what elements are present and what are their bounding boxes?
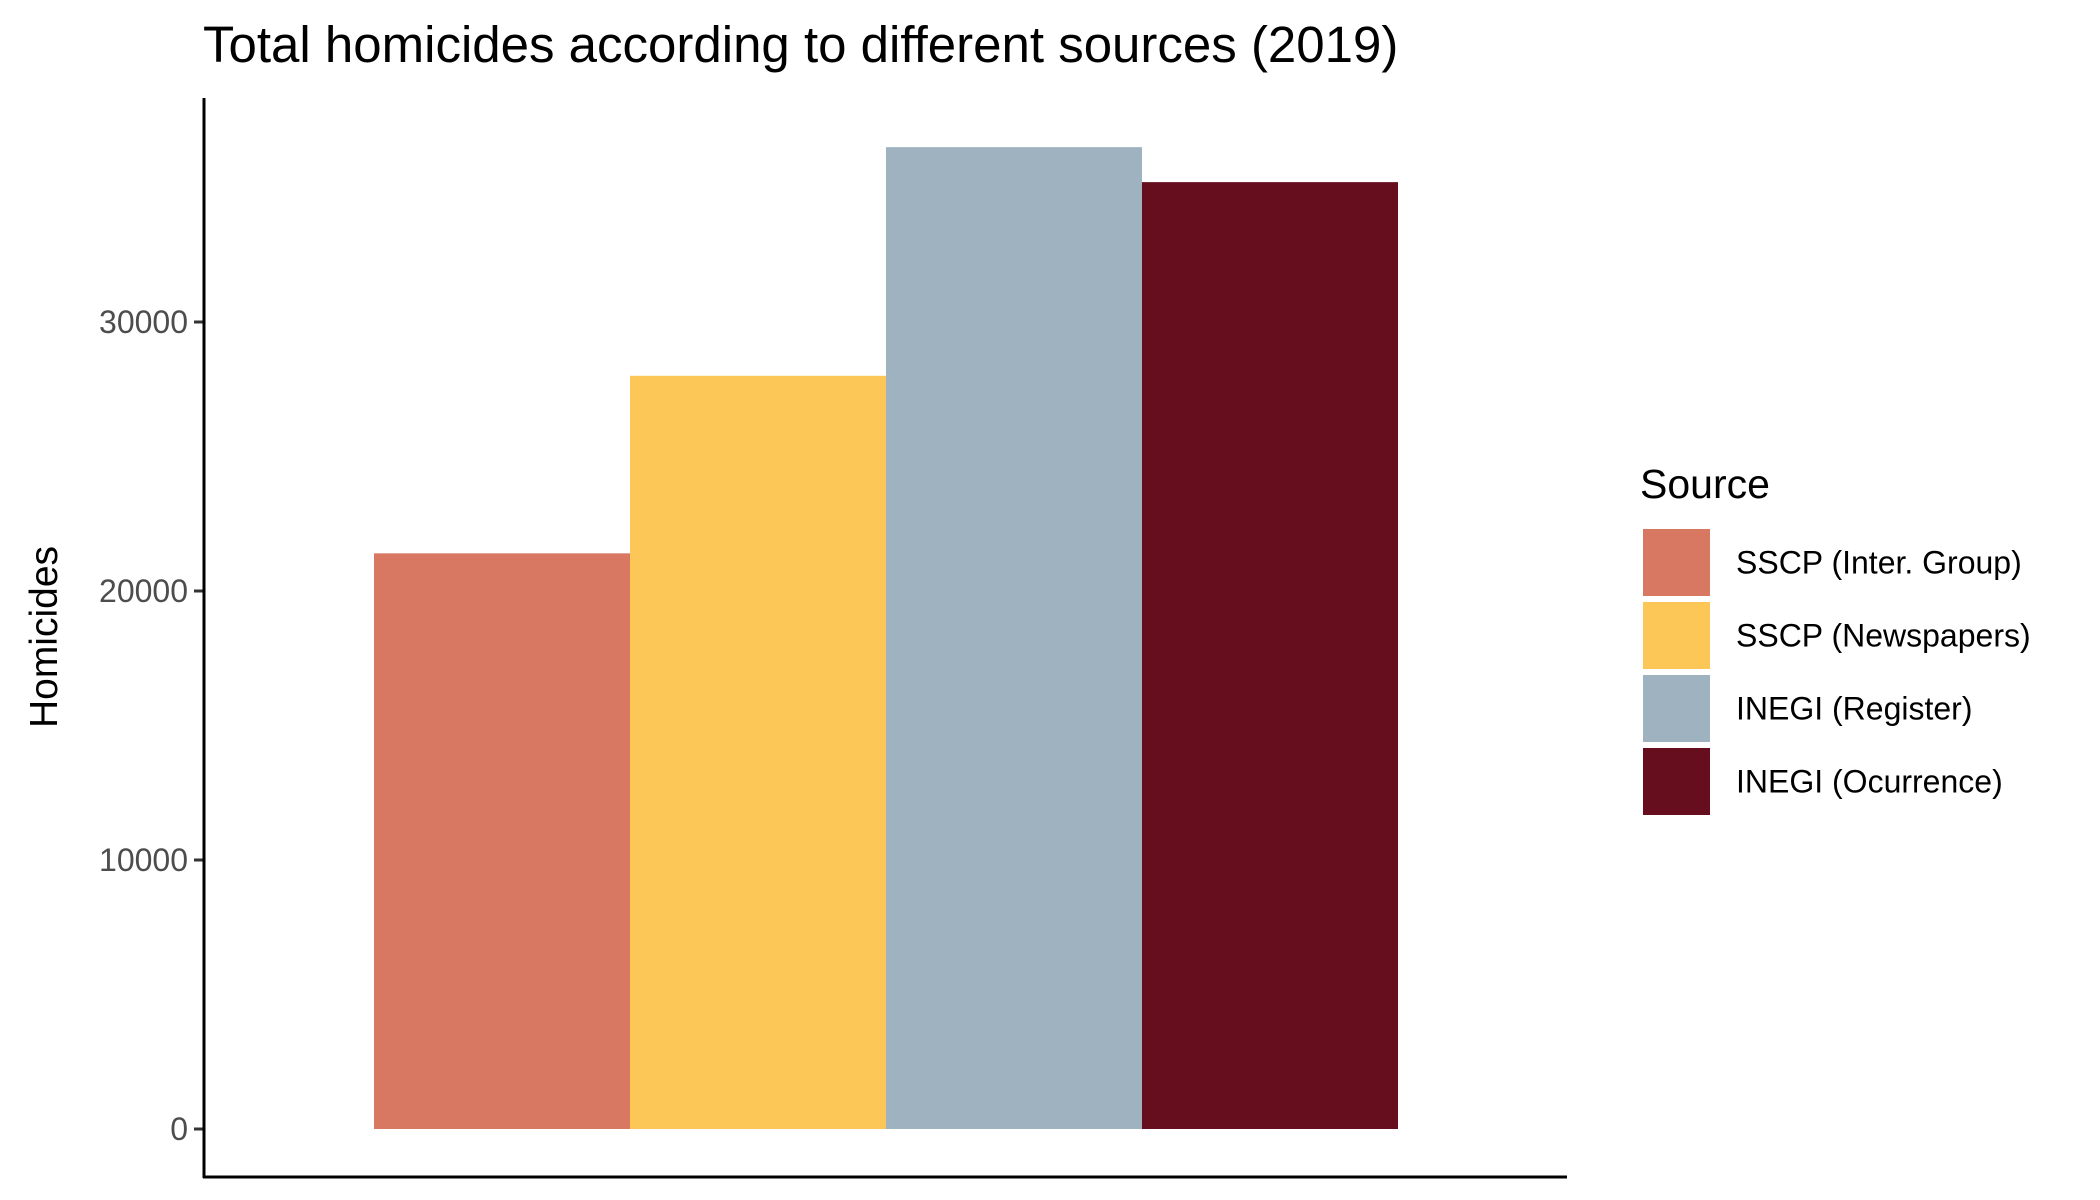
y-tick-label: 0 (170, 1111, 188, 1147)
bars-group (374, 147, 1398, 1129)
legend: Source SSCP (Inter. Group) SSCP (Newspape… (1640, 461, 2031, 815)
legend-items: SSCP (Inter. Group) SSCP (Newspapers) INEG… (1643, 529, 2031, 815)
y-axis-ticks: 0 10000 20000 30000 (99, 304, 204, 1147)
y-tick-label: 30000 (99, 304, 188, 340)
legend-label: INEGI (Register) (1736, 691, 1972, 727)
bar (374, 553, 630, 1129)
legend-label: INEGI (Ocurrence) (1736, 764, 2003, 800)
legend-swatch (1643, 675, 1710, 742)
legend-title: Source (1640, 461, 1770, 507)
bar (1142, 182, 1398, 1129)
y-axis-title: Homicides (23, 546, 66, 728)
bar (630, 375, 886, 1129)
legend-label: SSCP (Inter. Group) (1736, 545, 2022, 581)
y-tick-label: 20000 (99, 573, 188, 609)
y-tick-label: 10000 (99, 842, 188, 878)
legend-swatch (1643, 529, 1710, 596)
legend-swatch (1643, 748, 1710, 815)
legend-swatch (1643, 602, 1710, 669)
legend-label: SSCP (Newspapers) (1736, 618, 2031, 654)
chart-title: Total homicides according to different s… (203, 16, 1398, 73)
bar (886, 147, 1142, 1129)
